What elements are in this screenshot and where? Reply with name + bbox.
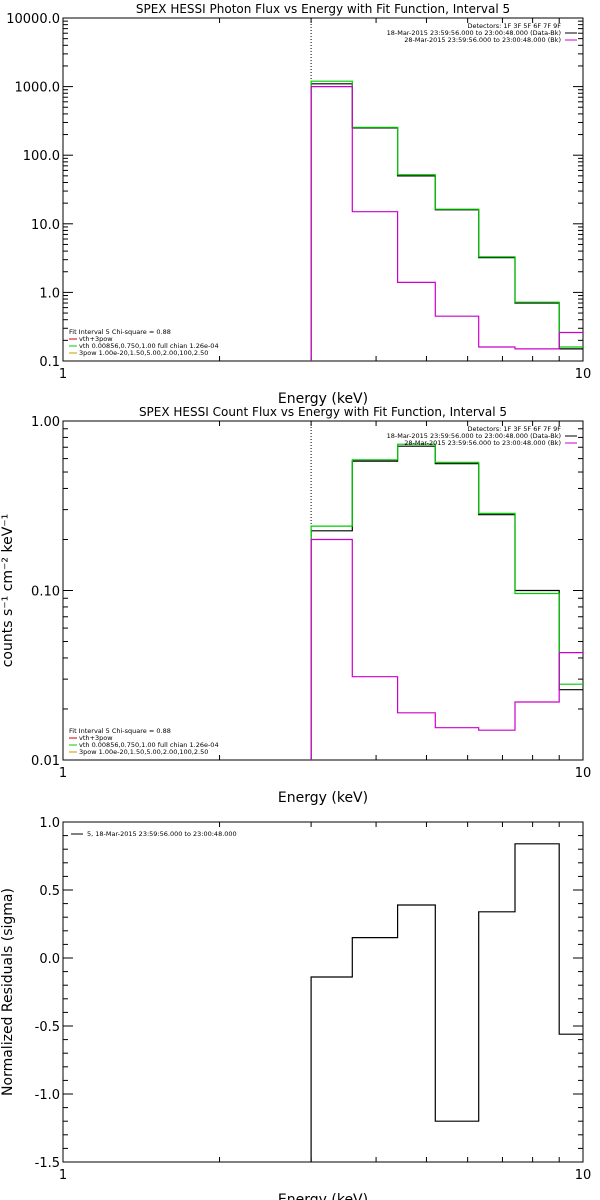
legend-entry: vth 0.00856,0.750,1.00 full chian 1.26e-… [79, 741, 219, 749]
y-tick-label: 100.0 [23, 149, 60, 164]
y-tick-label: 1.00 [31, 415, 60, 430]
y-axis-label: counts s⁻¹ cm⁻² keV⁻¹ [0, 514, 16, 668]
x-tick-label: 1 [59, 1168, 67, 1183]
header-line: 18-Mar-2015 23:59:56.000 to 23:00:48.000… [387, 432, 561, 440]
chart-title: SPEX HESSI Photon Flux vs Energy with Fi… [136, 2, 510, 16]
legend-entry: Fit Interval 5 Chi-square = 0.88 [69, 727, 171, 735]
x-axis-label: Energy (keV) [278, 391, 368, 407]
header-line: Detectors: 1F 3F 5F 6F 7F 9F [467, 425, 561, 433]
legend-entry: 3pow 1.00e-20,1.50,5.00,2.00,100,2.50 [79, 349, 208, 357]
y-tick-label: 10000.0 [6, 12, 60, 27]
x-axis-label: Energy (keV) [278, 1192, 368, 1200]
legend-entry: Fit Interval 5 Chi-square = 0.88 [69, 328, 171, 336]
x-tick-label: 1 [59, 766, 67, 781]
chart-title: SPEX HESSI Count Flux vs Energy with Fit… [139, 405, 507, 419]
chart-panel-3: Energy (keV) Normalized Residuals (sigma)… [0, 816, 591, 1200]
legend-entry: vth 0.00856,0.750,1.00 full chian 1.26e-… [79, 342, 219, 350]
legend-entry: 3pow 1.00e-20,1.50,5.00,2.00,100,2.50 [79, 748, 208, 756]
series-1-step-line [310, 443, 583, 760]
series-2-step-line [310, 86, 583, 361]
y-tick-label: -1.0 [35, 1088, 60, 1103]
legend-entry: 5, 18-Mar-2015 23:59:56.000 to 23:00:48.… [87, 830, 237, 838]
header-line: 18-Mar-2015 23:59:56.000 to 23:00:48.000… [387, 29, 561, 37]
x-tick-label: 10 [575, 367, 592, 382]
plot-frame [62, 420, 584, 761]
y-tick-label: 1.0 [39, 286, 60, 301]
x-tick-label: 10 [575, 766, 592, 781]
x-axis-label: Energy (keV) [278, 790, 368, 806]
y-tick-label: 10.0 [31, 218, 60, 233]
y-tick-label: 0.0 [39, 952, 60, 967]
y-tick-label: 0.5 [39, 884, 60, 899]
series-0-step-line [310, 843, 583, 1162]
y-tick-label: 0.1 [39, 355, 60, 370]
plot-frame [62, 17, 584, 362]
y-tick-label: 1000.0 [15, 81, 61, 96]
y-axis-label: Normalized Residuals (sigma) [0, 888, 16, 1096]
legend-entry: vth+3pow [79, 734, 113, 742]
legend-entry: vth+3pow [79, 335, 113, 343]
y-tick-label: -0.5 [35, 1020, 60, 1035]
y-tick-label: -1.5 [35, 1156, 60, 1171]
x-tick-label: 10 [575, 1168, 592, 1183]
y-tick-label: 0.01 [31, 754, 60, 769]
header-line: 28-Mar-2015 23:59:56.000 to 23:00:48.000… [404, 36, 561, 44]
x-tick-label: 1 [59, 367, 67, 382]
series-2-step-line [310, 538, 583, 760]
y-tick-label: 1.0 [39, 816, 60, 831]
header-line: 28-Mar-2015 23:59:56.000 to 23:00:48.000… [404, 439, 561, 447]
chart-panel-1: SPEX HESSI Photon Flux vs Energy with Fi… [6, 2, 591, 407]
y-tick-label: 0.10 [31, 585, 60, 600]
chart-panel-2: SPEX HESSI Count Flux vs Energy with Fit… [0, 405, 591, 806]
header-line: Detectors: 1F 3F 5F 6F 7F 9F [467, 22, 561, 30]
plot-frame [62, 821, 584, 1163]
